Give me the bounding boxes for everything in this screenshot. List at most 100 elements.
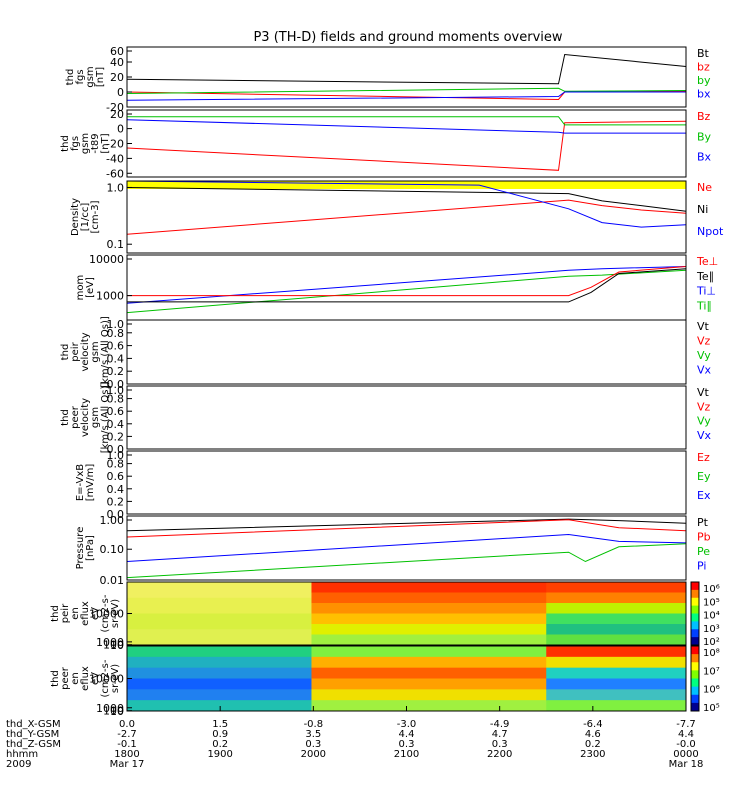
heatmap-cell xyxy=(311,603,547,614)
x-row-value: 0.2 xyxy=(585,739,601,750)
y-tick-label: 1.0 xyxy=(107,384,125,397)
colorbar-cell xyxy=(691,678,699,688)
heatmap-cell xyxy=(311,646,547,658)
heatmap-cell xyxy=(546,656,687,669)
colorbar-tick-label: 10⁵ xyxy=(703,703,720,714)
colorbar-cell xyxy=(691,629,699,638)
series-line-bz xyxy=(126,120,687,171)
y-tick-label: 100 xyxy=(103,705,124,718)
series-line-ti∥ xyxy=(126,269,687,314)
legend-pt: Pt xyxy=(697,516,709,529)
x-row-value: 2000 xyxy=(301,749,326,760)
panel-2: 20 0 -20-40 -60 thd fgs gsm -t89 [nT] Bz By Bx xyxy=(60,108,712,180)
y-tick-label: 1.0 xyxy=(107,449,125,462)
series-line-by xyxy=(127,116,686,126)
panel-frame xyxy=(126,109,687,178)
series-line-bx xyxy=(126,91,686,101)
y-axis-label: (cm2-s- xyxy=(100,659,111,697)
legend-bt: Bt xyxy=(697,47,710,60)
heatmap-cell xyxy=(546,667,687,679)
y-tick-label: 0.6 xyxy=(107,405,125,418)
colorbar-cell xyxy=(691,702,699,712)
y-tick-label: 60 xyxy=(110,45,124,58)
legend-vx: Vx xyxy=(697,429,712,442)
y-axis-label: eV xyxy=(90,607,101,620)
heatmap-cell xyxy=(546,592,687,604)
heatmap-cell xyxy=(127,613,312,630)
colorbar: 10⁶ 10⁵ 10⁴ 10³ 10² xyxy=(690,581,720,648)
plot-title: P3 (TH-D) fields and ground moments over… xyxy=(253,30,562,45)
legend-bx: bx xyxy=(697,88,711,101)
y-axis-label: [eV] xyxy=(85,277,96,298)
y-tick-label: 0.10 xyxy=(100,543,125,556)
y-tick-label: 10000 xyxy=(89,673,124,686)
y-tick-label: 0.8 xyxy=(107,327,125,340)
y-tick-label: 0.4 xyxy=(107,352,125,365)
y-tick-label: 100 xyxy=(103,639,124,652)
colorbar-cell xyxy=(691,582,699,591)
y-axis-label: velocity xyxy=(80,398,91,437)
series-line-ne xyxy=(126,199,687,235)
legend-vy: Vy xyxy=(697,415,711,428)
y-axis-label: eV xyxy=(90,672,101,685)
legend-by: by xyxy=(697,74,711,87)
x-row-value: 0.9 xyxy=(212,729,228,740)
y-tick-label: 0 xyxy=(117,123,124,136)
colorbar-cell xyxy=(691,646,699,655)
y-tick-label: 10000 xyxy=(89,608,124,621)
y-axis-label: [1/cc] xyxy=(80,203,91,232)
y-tick-label: 1000 xyxy=(96,702,124,715)
colorbar-cell xyxy=(691,621,699,630)
legend-vy: Vy xyxy=(697,349,711,362)
x-row-value: Mar 17 xyxy=(110,759,145,770)
y-tick-label: -40 xyxy=(106,152,124,165)
series-line-pi xyxy=(126,533,687,562)
legend-pi: Pi xyxy=(697,560,706,573)
heatmap-cell xyxy=(311,592,547,604)
y-tick-label: 20 xyxy=(110,108,124,121)
legend-vt: Vt xyxy=(697,386,710,399)
panel-frame xyxy=(126,515,687,581)
legend-vz: Vz xyxy=(697,400,711,413)
y-axis-label: fgs xyxy=(70,136,81,151)
x-row-label: thd_X-GSM xyxy=(6,719,61,730)
colorbar-tick-label: 10² xyxy=(703,637,720,648)
x-row-value: 0.0 xyxy=(119,719,135,730)
heatmap-cell xyxy=(311,667,547,679)
heatmap-cell xyxy=(127,629,312,646)
y-axis-label: Pressure xyxy=(75,527,86,570)
y-axis-label: [nT] xyxy=(100,133,111,153)
series-line-ti⊥ xyxy=(126,266,687,304)
panel-5: 1.00.80.60.40.20.0 thd peir velocity gsm [km/… xyxy=(60,316,712,391)
series-line-bt xyxy=(126,53,687,85)
y-tick-label: 0.2 xyxy=(107,365,125,378)
y-tick-label: -20 xyxy=(106,101,124,114)
x-row-value: -0.0 xyxy=(676,739,696,750)
heatmap-cell xyxy=(127,656,312,669)
x-row-label: thd_Z-GSM xyxy=(6,739,61,750)
x-row-value: 2200 xyxy=(487,749,512,760)
legend-ti∥: Ti∥ xyxy=(696,299,712,312)
colorbar-tick-label: 10⁵ xyxy=(703,597,720,608)
y-axis-label: gsm xyxy=(90,407,101,428)
legend-pe: Pe xyxy=(697,545,710,558)
legend-bx: Bx xyxy=(697,151,712,164)
flag-bar xyxy=(127,181,686,189)
y-tick-label: 10 xyxy=(110,639,124,652)
heatmap-cell xyxy=(546,689,687,701)
heatmap-cell xyxy=(127,646,312,658)
y-axis-label: sr-eV) xyxy=(110,664,121,693)
y-tick-label: 0.0 xyxy=(107,378,125,391)
y-tick-label: 0.4 xyxy=(107,418,125,431)
y-axis-label: [mV/m] xyxy=(85,464,96,502)
heatmap-cell xyxy=(546,624,687,635)
y-axis-label: fgs xyxy=(75,69,86,84)
x-row-value: 0.3 xyxy=(492,739,508,750)
y-axis-label: velocity xyxy=(80,332,91,371)
heatmap-cell xyxy=(127,597,312,614)
x-row-value: -4.9 xyxy=(490,719,510,730)
legend-te⊥: Te⊥ xyxy=(696,255,718,268)
